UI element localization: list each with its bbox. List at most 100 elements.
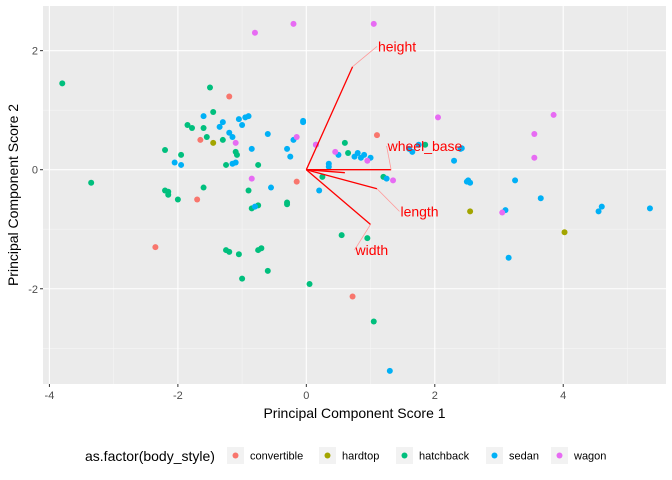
legend: as.factor(body_style) convertible hardtop… (85, 447, 606, 464)
data-point-sedan (200, 113, 207, 120)
data-point-hatchback (189, 125, 196, 132)
data-point-sedan (248, 145, 255, 152)
data-point-hatchback (264, 267, 271, 274)
data-point-hatchback (239, 275, 246, 282)
data-point-hatchback (59, 80, 66, 87)
data-point-sedan (268, 184, 275, 191)
loading-label-connector (352, 46, 378, 68)
data-point-sedan (171, 159, 178, 166)
data-point-hatchback (178, 151, 185, 158)
data-point-wagon (499, 209, 506, 216)
data-point-sedan (409, 148, 416, 155)
y-tick-label: 0 (32, 165, 38, 177)
loading-label-connector (386, 145, 392, 170)
y-tick-label: 2 (32, 46, 38, 58)
data-point-hatchback (341, 139, 348, 146)
data-point-hatchback (210, 108, 217, 115)
data-point-hatchback (162, 147, 169, 154)
y-tick-label: -2 (28, 284, 38, 296)
data-point-sedan (316, 187, 323, 194)
data-point-hatchback (88, 179, 95, 186)
data-point-sedan (300, 119, 307, 126)
data-point-wagon (293, 133, 300, 140)
data-point-hatchback (338, 232, 345, 239)
data-point-sedan (537, 195, 544, 202)
legend-label-hatchback: hatchback (419, 451, 470, 463)
legend-entries: convertible hardtop hatchback sedan wagon (227, 447, 606, 464)
data-point-hardtop (210, 139, 217, 146)
data-point-sedan (595, 208, 602, 215)
legend-label-convertible: convertible (250, 451, 303, 463)
legend-swatch-hatchback (401, 452, 408, 459)
plot-panel (43, 6, 666, 384)
data-point-hatchback (255, 161, 262, 168)
loading-label-connector (376, 188, 400, 212)
data-points (59, 20, 653, 374)
data-point-wagon (390, 177, 397, 184)
loading-label-height: height (378, 38, 416, 54)
data-point-hatchback (306, 280, 313, 287)
data-point-hatchback (258, 245, 265, 252)
data-point-hardtop (561, 229, 568, 236)
data-point-sedan (415, 141, 422, 148)
data-point-sedan (325, 163, 332, 170)
data-point-hatchback (174, 196, 181, 203)
data-point-sedan (465, 177, 472, 184)
data-point-hatchback (223, 161, 230, 168)
data-point-wagon (364, 157, 371, 164)
x-tick-label: 2 (432, 390, 438, 402)
data-point-hatchback (165, 188, 172, 195)
data-point-hatchback (235, 251, 242, 258)
data-point-hatchback (319, 173, 326, 180)
data-point-wagon (531, 130, 538, 137)
data-point-sedan (451, 157, 458, 164)
data-point-sedan (264, 130, 271, 137)
legend-swatch-convertible (232, 452, 239, 459)
loading-arrow-height (305, 66, 354, 170)
loading-arrow-width (305, 169, 371, 225)
data-point-sedan (361, 151, 368, 158)
data-point-sedan (216, 123, 223, 130)
data-point-convertible (194, 196, 201, 203)
data-point-convertible (197, 136, 204, 143)
data-point-sedan (232, 159, 239, 166)
data-point-sedan (512, 177, 519, 184)
data-point-sedan (245, 113, 252, 120)
data-point-hatchback (206, 84, 213, 91)
data-point-convertible (373, 132, 380, 139)
legend-title: as.factor(body_style) (85, 448, 215, 464)
y-axis-ticks: -2 0 2 (28, 46, 43, 296)
legend-label-wagon: wagon (573, 451, 606, 463)
x-axis-title: Principal Component Score 1 (263, 405, 445, 421)
data-point-convertible (293, 178, 300, 185)
data-point-hatchback (200, 125, 207, 132)
legend-label-hardtop: hardtop (342, 451, 379, 463)
data-point-sedan (178, 161, 185, 168)
legend-swatch-sedan (491, 452, 498, 459)
data-point-convertible (226, 93, 233, 100)
data-point-sedan (239, 122, 246, 129)
data-point-hatchback (200, 184, 207, 191)
data-point-hatchback (370, 318, 377, 325)
loading-arrow-length (306, 169, 378, 190)
loading-label-length: length (400, 203, 438, 219)
data-point-hatchback (245, 187, 252, 194)
data-point-sedan (505, 254, 512, 261)
data-point-hatchback (422, 141, 429, 148)
data-point-hardtop (467, 208, 474, 215)
legend-swatch-wagon (556, 452, 563, 459)
data-point-sedan (284, 145, 291, 152)
data-point-sedan (383, 175, 390, 182)
data-point-hatchback (184, 122, 191, 129)
data-point-sedan (226, 129, 233, 136)
data-point-convertible (152, 244, 159, 251)
loading-label-width: width (355, 242, 389, 258)
x-tick-label: -4 (45, 390, 55, 402)
data-point-sedan (235, 116, 242, 123)
data-point-sedan (646, 205, 653, 212)
data-point-hatchback (364, 235, 371, 242)
data-point-convertible (349, 293, 356, 300)
loading-label-connector (354, 224, 371, 251)
